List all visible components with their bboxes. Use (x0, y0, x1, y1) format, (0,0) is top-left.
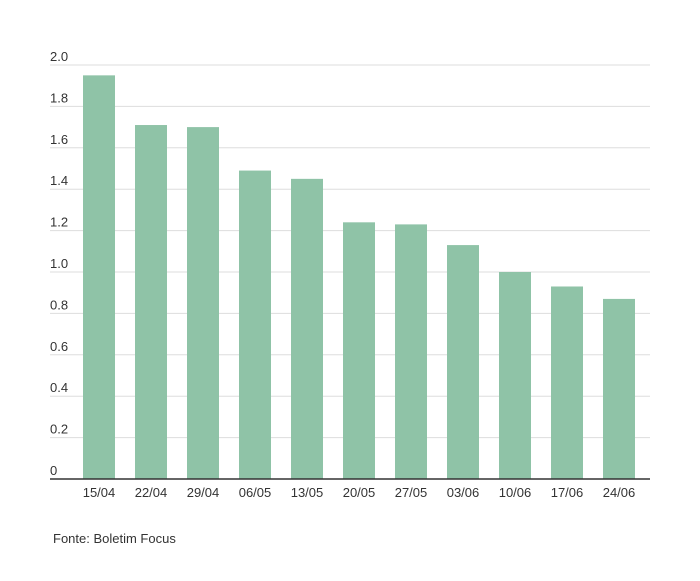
x-tick-label: 27/05 (395, 485, 428, 500)
bar (343, 222, 375, 479)
x-tick-label: 03/06 (447, 485, 480, 500)
y-tick-label: 0.6 (50, 339, 68, 354)
bar (239, 170, 271, 479)
y-tick-label: 1.4 (50, 173, 68, 188)
x-tick-label: 20/05 (343, 485, 376, 500)
source-note: Fonte: Boletim Focus (53, 531, 176, 546)
x-tick-label: 10/06 (499, 485, 532, 500)
bar (135, 125, 167, 479)
x-tick-label: 24/06 (603, 485, 636, 500)
y-tick-label: 0 (50, 463, 57, 478)
y-tick-label: 2.0 (50, 49, 68, 64)
y-tick-label: 1.6 (50, 132, 68, 147)
y-tick-label: 0.4 (50, 380, 68, 395)
bar (83, 75, 115, 479)
x-tick-label: 15/04 (83, 485, 116, 500)
y-tick-label: 1.2 (50, 215, 68, 230)
bar (603, 298, 635, 479)
y-tick-label: 0.2 (50, 422, 68, 437)
x-tick-label: 13/05 (291, 485, 324, 500)
x-tick-label: 29/04 (187, 485, 220, 500)
bar (551, 286, 583, 479)
x-tick-label: 06/05 (239, 485, 272, 500)
y-tick-label: 0.8 (50, 297, 68, 312)
bar (187, 127, 219, 479)
y-tick-label: 1.8 (50, 90, 68, 105)
bar (447, 245, 479, 479)
y-tick-label: 1.0 (50, 256, 68, 271)
bar-chart: 0 0.2 0.4 0.6 0.8 1.0 1.2 1.4 1.6 1.8 2.0 15/04 22/0… (50, 49, 650, 500)
bar (499, 272, 531, 479)
bar (395, 224, 427, 479)
x-tick-label: 22/04 (135, 485, 168, 500)
x-tick-label: 17/06 (551, 485, 584, 500)
bar (291, 178, 323, 479)
